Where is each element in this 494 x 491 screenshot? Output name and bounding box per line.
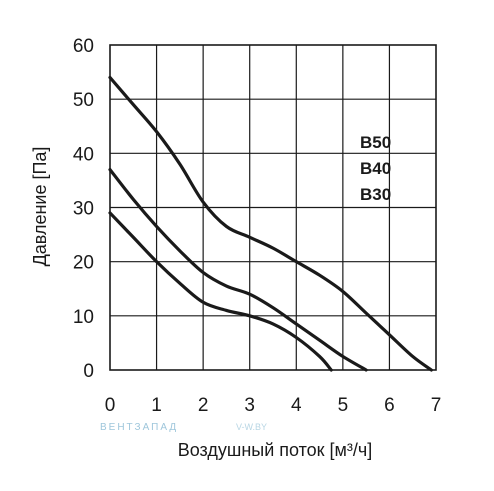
y-axis-title: Давление [Па] bbox=[30, 147, 50, 267]
series-label: B50 bbox=[360, 133, 391, 152]
y-tick-label: 20 bbox=[73, 253, 94, 274]
x-tick-label: 3 bbox=[244, 395, 255, 416]
x-tick-label: 2 bbox=[198, 395, 209, 416]
x-tick-label: 6 bbox=[384, 395, 395, 416]
series-line-b30 bbox=[108, 211, 333, 372]
watermark-brand: ВЕНТЗАПАД bbox=[100, 422, 178, 433]
grid bbox=[110, 45, 436, 370]
series-line-b40 bbox=[108, 167, 368, 372]
x-tick-label: 4 bbox=[291, 395, 302, 416]
y-tick-label: 30 bbox=[73, 199, 94, 220]
watermark-site: V-W.BY bbox=[236, 422, 267, 432]
x-tick-label: 0 bbox=[105, 395, 116, 416]
y-tick-label: 10 bbox=[73, 307, 94, 328]
curves bbox=[108, 75, 433, 372]
x-tick-label: 7 bbox=[431, 395, 442, 416]
series-label: B40 bbox=[360, 159, 391, 178]
plot-frame bbox=[109, 44, 437, 371]
x-axis-title: Воздушный поток [м³/ч] bbox=[178, 440, 373, 460]
y-tick-label: 40 bbox=[73, 144, 94, 165]
series-line-b50 bbox=[108, 75, 433, 372]
y-tick-label: 0 bbox=[83, 361, 94, 382]
y-tick-label: 50 bbox=[73, 90, 94, 111]
y-tick-label: 60 bbox=[73, 36, 94, 57]
series-label: B30 bbox=[360, 185, 391, 204]
x-tick-label: 5 bbox=[338, 395, 349, 416]
x-tick-label: 1 bbox=[151, 395, 162, 416]
series-labels: B50 B40 B30 bbox=[360, 133, 391, 204]
tick-labels: 0 1 2 3 4 5 6 7 0 10 20 30 40 50 60 bbox=[73, 36, 441, 416]
